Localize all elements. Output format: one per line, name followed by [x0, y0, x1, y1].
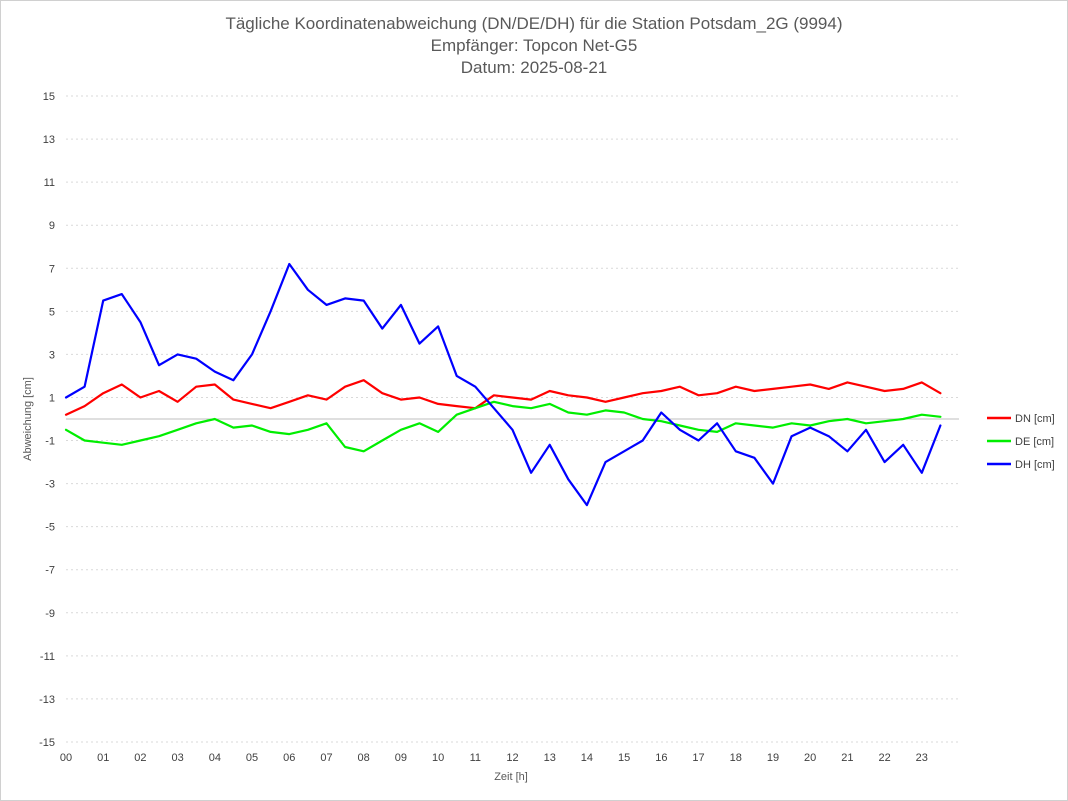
y-axis-ticks: 15 13 11 9 7 5 3 1 -1 -3 -5 -7 -9 -11 -13 -15	[39, 91, 55, 749]
x-tick-label: 09	[395, 752, 407, 764]
x-tick-label: 06	[283, 752, 295, 764]
legend: DN [cm] DE [cm] DH [cm]	[987, 413, 1055, 471]
x-tick-label: 00	[60, 752, 72, 764]
y-tick-label: 15	[43, 91, 55, 103]
x-tick-label: 01	[97, 752, 109, 764]
x-tick-label: 07	[320, 752, 332, 764]
x-tick-label: 19	[767, 752, 779, 764]
y-tick-label: -5	[45, 522, 55, 534]
x-tick-label: 12	[506, 752, 518, 764]
x-tick-label: 03	[172, 752, 184, 764]
x-tick-label: 11	[470, 752, 481, 764]
y-tick-label: 7	[49, 263, 55, 275]
x-tick-label: 17	[692, 752, 704, 764]
y-tick-label: 1	[49, 392, 55, 404]
y-tick-label: -11	[40, 651, 55, 663]
chart-title-line-2: Empfänger: Topcon Net-G5	[431, 36, 638, 55]
y-tick-label: 5	[49, 306, 55, 318]
y-tick-label: -1	[45, 436, 55, 448]
y-tick-label: -13	[39, 694, 55, 706]
x-axis-title: Zeit [h]	[494, 771, 528, 783]
x-tick-label: 18	[730, 752, 742, 764]
x-tick-label: 22	[878, 752, 890, 764]
x-tick-label: 20	[804, 752, 816, 764]
x-tick-label: 10	[432, 752, 444, 764]
x-tick-label: 04	[209, 752, 221, 764]
x-axis-ticks: 00 01 02 03 04 05 06 07 08 09 10 11 12 13 14 15 16 17 18 19…	[60, 752, 928, 764]
x-tick-label: 13	[544, 752, 556, 764]
y-tick-label: 13	[43, 134, 55, 146]
y-tick-label: 3	[49, 349, 55, 361]
y-tick-label: 9	[49, 220, 55, 232]
y-tick-label: -15	[39, 737, 55, 749]
y-tick-label: -7	[45, 565, 55, 577]
x-tick-label: 15	[618, 752, 630, 764]
x-tick-label: 08	[358, 752, 370, 764]
chart-title-line-1: Tägliche Koordinatenabweichung (DN/DE/DH…	[225, 14, 842, 33]
legend-label-dn: DN [cm]	[1015, 413, 1055, 425]
y-axis-title: Abweichung [cm]	[22, 377, 34, 461]
y-tick-label: -3	[45, 479, 55, 491]
chart-title-line-3: Datum: 2025-08-21	[461, 58, 607, 77]
x-tick-label: 14	[581, 752, 593, 764]
x-tick-label: 23	[916, 752, 928, 764]
series-lines	[64, 262, 942, 507]
legend-label-dh: DH [cm]	[1015, 459, 1055, 471]
y-tick-label: 11	[44, 177, 55, 189]
x-tick-label: 21	[841, 752, 853, 764]
y-tick-label: -9	[45, 608, 55, 620]
legend-label-de: DE [cm]	[1015, 436, 1054, 448]
series-line-dn	[64, 379, 942, 416]
x-tick-label: 05	[246, 752, 258, 764]
series-line-de	[64, 400, 942, 453]
x-tick-label: 16	[655, 752, 667, 764]
series-line-dh	[64, 262, 942, 507]
x-tick-label: 02	[134, 752, 146, 764]
